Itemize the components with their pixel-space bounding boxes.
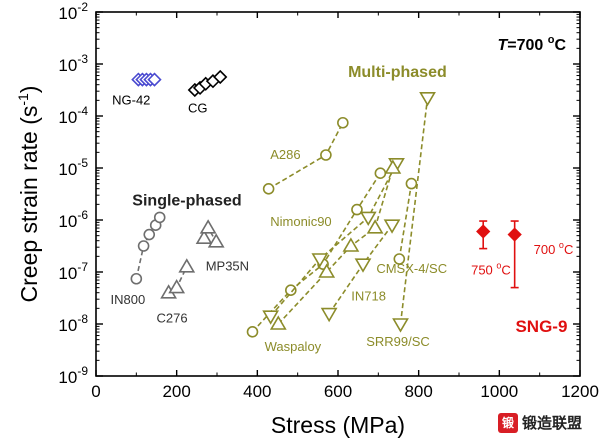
sng-temp-label: 750 oC — [471, 261, 511, 278]
point-in718 — [366, 219, 384, 234]
y-tick-label: 10-5 — [58, 156, 88, 179]
annotation-label: C276 — [157, 310, 188, 325]
point-nimonic90 — [246, 325, 259, 338]
point-in718 — [384, 159, 402, 174]
annotation-label: A286 — [270, 147, 300, 162]
point-a286 — [320, 149, 332, 161]
annotation-label: MP35N — [206, 258, 249, 273]
point-srr99-sc-steep — [419, 92, 436, 107]
sng-temp-label: 700 oC — [534, 240, 574, 257]
y-tick-label: 10-8 — [58, 312, 88, 335]
annotation-label: SRR99/SC — [366, 334, 430, 349]
point-mp35n — [207, 233, 225, 248]
x-axis-title: Stress (MPa) — [271, 412, 405, 438]
point-srr99-sc-steep — [392, 318, 409, 333]
watermark-logo: 锻 锻造联盟 — [497, 412, 582, 433]
point-in718 — [269, 315, 287, 330]
point-nimonic90 — [351, 203, 363, 216]
x-tick-label: 600 — [324, 382, 352, 401]
y-tick-label: 10-9 — [58, 364, 88, 387]
y-tick-label: 10-6 — [58, 208, 88, 231]
point-ng-42 — [147, 72, 162, 87]
point-cg — [213, 69, 228, 85]
series-line-nimonic90 — [251, 172, 382, 333]
series-line-srr99-sc-steep — [399, 97, 429, 325]
point-nimonic90 — [374, 167, 387, 179]
point-in718 — [342, 237, 360, 252]
point-srr99-sc — [354, 258, 372, 273]
y-tick-label: 10-7 — [58, 260, 88, 283]
annotation-label: Nimonic90 — [270, 214, 331, 229]
point-waspaloy — [311, 253, 329, 268]
y-tick-label: 10-3 — [58, 52, 88, 75]
point-sng-9 — [476, 224, 491, 239]
y-tick-label: 10-4 — [58, 104, 88, 127]
annotation-label: Waspaloy — [265, 339, 322, 354]
point-in718 — [318, 263, 336, 278]
point-waspaloy — [359, 211, 377, 226]
chart-title: T=700 oC — [497, 34, 566, 54]
sng9-label: SNG-9 — [515, 317, 567, 336]
annotation-label: CMSX-4/SC — [376, 261, 447, 276]
group-label: Multi-phased — [348, 64, 447, 81]
point-cmsx-4-sc — [393, 253, 406, 265]
point-in800 — [143, 228, 156, 241]
point-in800 — [153, 211, 166, 224]
point-a286 — [337, 116, 349, 129]
group-label: Single-phased — [132, 192, 241, 209]
point-c276 — [178, 258, 196, 273]
point-c276 — [168, 279, 186, 294]
x-tick-label: 400 — [243, 382, 271, 401]
point-mp35n — [195, 229, 213, 244]
series-line-waspaloy — [270, 163, 398, 317]
series-line-cmsx-4-sc — [398, 183, 413, 260]
watermark-mark: 锻 — [497, 412, 518, 433]
point-a286 — [262, 183, 275, 195]
x-tick-label: 0 — [91, 382, 100, 401]
x-tick-label: 1200 — [561, 382, 599, 401]
x-tick-label: 1000 — [480, 382, 518, 401]
point-mp35n — [199, 219, 217, 234]
point-srr99-sc — [383, 219, 401, 234]
x-tick-label: 200 — [162, 382, 190, 401]
point-nimonic90 — [285, 284, 297, 297]
point-sng-9 — [507, 227, 522, 242]
point-waspaloy — [262, 310, 280, 325]
point-cmsx-4-sc — [405, 177, 418, 190]
annotation-label: IN718 — [351, 289, 386, 304]
point-in800 — [130, 272, 143, 285]
point-in800 — [137, 240, 150, 252]
annotation-label: CG — [188, 100, 208, 115]
x-tick-label: 800 — [404, 382, 432, 401]
y-tick-label: 10-2 — [58, 0, 88, 23]
watermark-text: 锻造联盟 — [521, 414, 582, 432]
annotation-label: IN800 — [111, 292, 146, 307]
annotation-label: NG-42 — [112, 93, 150, 108]
y-axis-title: Creep strain rate (s-1) — [15, 86, 42, 303]
point-srr99-sc — [320, 307, 338, 323]
